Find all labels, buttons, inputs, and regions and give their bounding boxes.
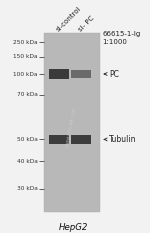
Text: 100 kDa: 100 kDa [13,72,38,76]
Text: WWW.PTGLAB.COM: WWW.PTGLAB.COM [66,107,77,147]
Text: 40 kDa: 40 kDa [17,159,38,164]
Text: 70 kDa: 70 kDa [17,93,38,97]
Bar [44,33,100,212]
Bar [50,135,69,144]
Text: 50 kDa: 50 kDa [17,137,38,142]
Text: 250 kDa: 250 kDa [13,40,38,45]
Text: 150 kDa: 150 kDa [13,54,38,59]
Text: si-control: si-control [55,5,82,32]
Text: 66615-1-Ig
1:1000: 66615-1-Ig 1:1000 [103,31,141,45]
Bar [72,135,91,144]
Text: 30 kDa: 30 kDa [17,186,38,191]
Text: HepG2: HepG2 [59,223,88,232]
Bar [50,69,69,79]
Text: si- PC: si- PC [77,14,95,32]
Text: PC: PC [109,69,119,79]
Bar [72,70,91,78]
Text: Tubulin: Tubulin [109,135,136,144]
